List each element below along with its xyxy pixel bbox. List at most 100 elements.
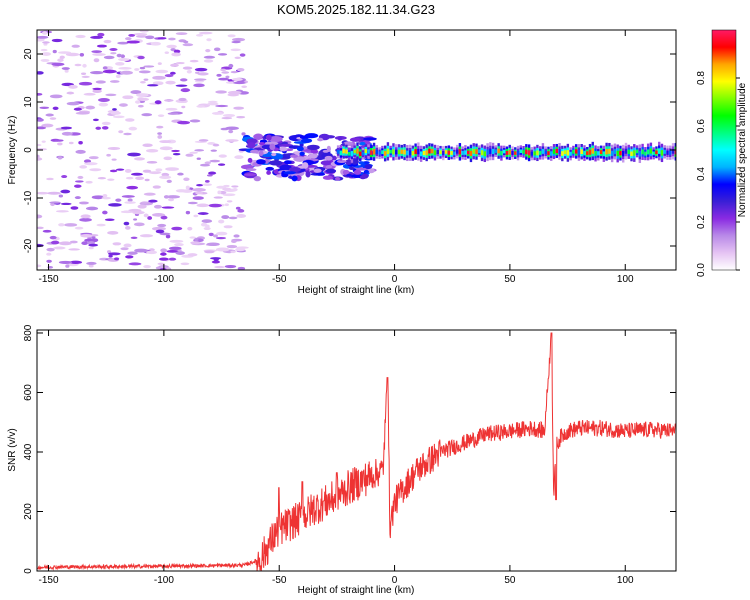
- noise-blob: [37, 264, 42, 268]
- line-segment: [597, 151, 600, 156]
- onset-blob: [250, 149, 260, 154]
- noise-blob: [58, 241, 72, 246]
- colorbar-frame: [711, 29, 737, 271]
- onset-blob: [325, 168, 337, 174]
- noise-blob: [79, 217, 92, 222]
- onset-blob: [353, 169, 362, 175]
- line-segment: [364, 148, 367, 154]
- noise-blob: [194, 149, 205, 152]
- noise-blob: [92, 89, 102, 94]
- line-segment: [408, 150, 412, 156]
- line-segment: [574, 149, 578, 154]
- noise-blob: [202, 183, 212, 187]
- noise-blob: [174, 243, 184, 247]
- noise-blob: [222, 193, 236, 197]
- noise-blob: [146, 250, 158, 255]
- noise-blob: [41, 140, 46, 143]
- noise-blob: [146, 84, 159, 87]
- noise-blob: [81, 75, 90, 78]
- noise-blob: [216, 73, 222, 77]
- line-segment: [669, 150, 672, 155]
- noise-blob: [37, 157, 43, 161]
- noise-blob: [177, 172, 184, 176]
- line-segment: [608, 148, 611, 154]
- noise-blob: [37, 143, 42, 147]
- noise-blob: [97, 32, 105, 37]
- noise-blob: [166, 44, 177, 49]
- line-segment: [516, 150, 520, 156]
- noise-blob: [70, 206, 79, 210]
- line-segment: [544, 150, 547, 155]
- line-segment: [519, 149, 522, 154]
- noise-blob: [166, 179, 172, 183]
- noise-blob: [115, 74, 121, 79]
- line-segment: [389, 149, 392, 154]
- x-tick-label: -50: [272, 575, 287, 586]
- noise-blob: [233, 106, 245, 110]
- noise-blob: [95, 80, 106, 84]
- noise-blob: [49, 117, 57, 120]
- onset-blob: [346, 173, 352, 177]
- noise-blob: [49, 94, 63, 99]
- noise-blob: [181, 105, 186, 109]
- y-tick-label: -10: [23, 190, 34, 205]
- x-tick-label: -100: [154, 575, 174, 586]
- noise-blob: [157, 37, 167, 40]
- noise-blob: [37, 126, 46, 130]
- y-tick-label: 400: [23, 443, 34, 460]
- onset-blob: [301, 162, 309, 169]
- line-segment: [478, 149, 481, 153]
- noise-blob: [171, 52, 181, 57]
- noise-blob: [183, 177, 190, 181]
- noise-blob: [146, 148, 159, 153]
- noise-blob: [215, 247, 230, 252]
- colorbar-ticks: 0.0 0.2 0.4 0.6 0.8: [696, 71, 740, 277]
- noise-blob: [41, 123, 54, 128]
- noise-blob: [140, 201, 149, 204]
- noise-blob: [85, 180, 93, 184]
- noise-blob: [127, 152, 141, 157]
- line-segment: [616, 150, 619, 157]
- colorbar-tick-label: 0.0: [696, 263, 707, 277]
- noise-blob: [65, 52, 80, 57]
- noise-blob: [241, 132, 246, 136]
- noise-blob: [187, 226, 193, 231]
- noise-blob: [64, 69, 69, 73]
- x-tick-label: 100: [617, 575, 634, 586]
- noise-blob: [51, 38, 63, 43]
- noise-blob: [210, 149, 218, 152]
- noise-blob: [122, 210, 131, 213]
- noise-blob: [137, 104, 144, 108]
- noise-blob: [88, 264, 94, 268]
- noise-blob: [135, 35, 148, 38]
- noise-blob: [223, 225, 233, 229]
- noise-blob: [145, 35, 155, 40]
- onset-blob: [268, 136, 283, 143]
- line-segment: [497, 148, 500, 154]
- noise-blob: [166, 250, 179, 253]
- noise-blob: [135, 100, 141, 104]
- noise-blob: [196, 157, 201, 160]
- noise-blob: [142, 143, 153, 148]
- noise-blob: [228, 129, 234, 134]
- noise-blob: [113, 257, 120, 261]
- noise-blob: [152, 185, 161, 189]
- noise-blob: [221, 71, 230, 74]
- noise-blob: [143, 192, 156, 196]
- snr-x-axis: -150 -100 -50 0 50 100: [39, 330, 634, 586]
- noise-blob: [173, 49, 181, 54]
- noise-blob: [90, 35, 104, 39]
- onset-blob: [264, 141, 279, 146]
- noise-blob: [189, 119, 201, 123]
- line-segment: [400, 149, 403, 154]
- noise-blob: [165, 167, 180, 171]
- noise-blob: [57, 58, 64, 62]
- noise-blob: [37, 35, 49, 39]
- noise-blob: [192, 196, 204, 200]
- onset-blob: [293, 156, 306, 162]
- noise-blob: [237, 266, 246, 270]
- noise-blob: [135, 176, 145, 180]
- noise-blob: [230, 70, 238, 74]
- noise-blob: [109, 169, 118, 173]
- noise-blob: [224, 264, 237, 269]
